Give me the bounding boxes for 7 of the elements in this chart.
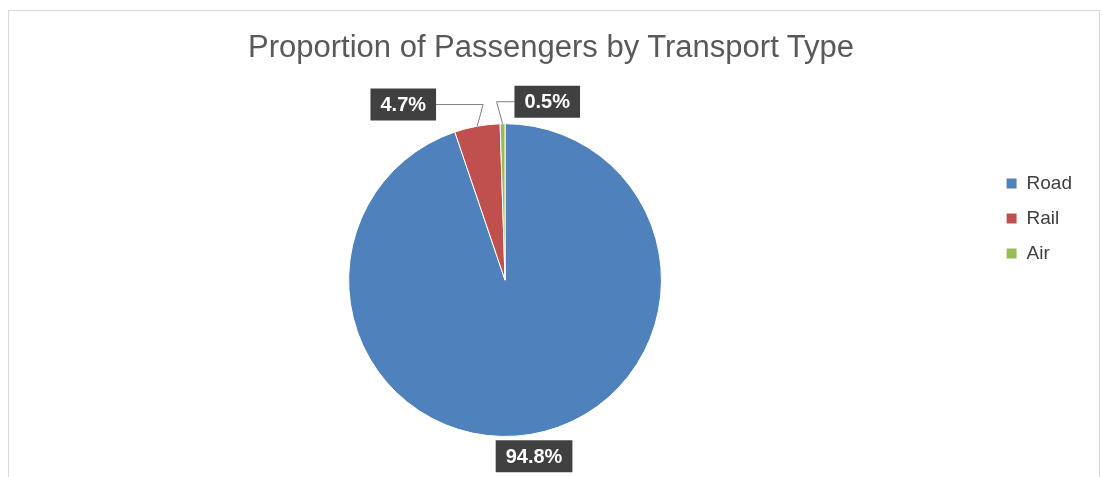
data-label: 4.7%: [380, 93, 427, 116]
data-label: 0.5%: [524, 90, 571, 113]
legend-label: Air: [1026, 241, 1051, 263]
chart-title: Proportion of Passengers by Transport Type: [248, 29, 854, 65]
legend-label: Rail: [1026, 206, 1060, 228]
data-label: 94.8%: [505, 444, 563, 467]
legend-label: Road: [1026, 171, 1072, 193]
